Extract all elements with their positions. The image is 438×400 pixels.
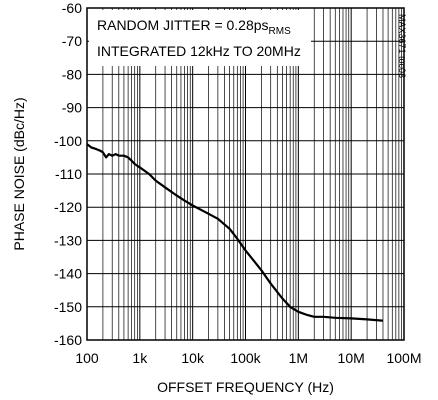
x-tick-label: 100 xyxy=(75,350,99,366)
plot-frame xyxy=(86,7,405,341)
x-tick-label: 10M xyxy=(338,350,365,366)
y-tick-label: -150 xyxy=(54,299,82,315)
annotation-box: RANDOM JITTER = 0.28psRMS INTEGRATED 12k… xyxy=(89,10,311,66)
annotation-background xyxy=(89,10,311,66)
y-tick-label: -110 xyxy=(55,166,82,182)
y-tick-label: -140 xyxy=(54,266,82,282)
y-axis-title: PHASE NOISE (dBc/Hz) xyxy=(11,97,27,250)
x-tick-label: 100M xyxy=(386,350,421,366)
y-tick-label: -120 xyxy=(54,199,82,215)
annotation-rms-subscript: RMS xyxy=(269,26,292,37)
x-axis-tick-labels: 100 1k 10k 100k 1M 10M 100M xyxy=(75,350,421,366)
x-tick-label: 1k xyxy=(132,350,148,366)
y-tick-label: -130 xyxy=(54,232,82,248)
annotation-integration-range-text: INTEGRATED 12kHz TO 20MHz xyxy=(97,43,301,59)
y-tick-label: -60 xyxy=(62,0,82,16)
x-tick-label: 10k xyxy=(181,350,205,366)
x-tick-label: 1M xyxy=(289,350,308,366)
y-tick-label: -90 xyxy=(62,100,82,116)
y-tick-label: -100 xyxy=(54,133,82,149)
y-tick-label: -160 xyxy=(54,332,82,348)
y-tick-label: -70 xyxy=(62,33,82,49)
figure-code-label: MAX3671 toc03 xyxy=(397,14,407,78)
phase-noise-series-line xyxy=(86,143,384,322)
y-axis-tick-labels: -60 -70 -80 -90 -100 -110 -120 -130 -140 -150 -160 xyxy=(54,0,82,348)
annotation-jitter-text: RANDOM JITTER = 0.28psRMS xyxy=(97,17,291,37)
x-axis-title: OFFSET FREQUENCY (Hz) xyxy=(157,379,334,395)
y-tick-label: -80 xyxy=(62,66,82,82)
x-tick-label: 100k xyxy=(230,350,261,366)
